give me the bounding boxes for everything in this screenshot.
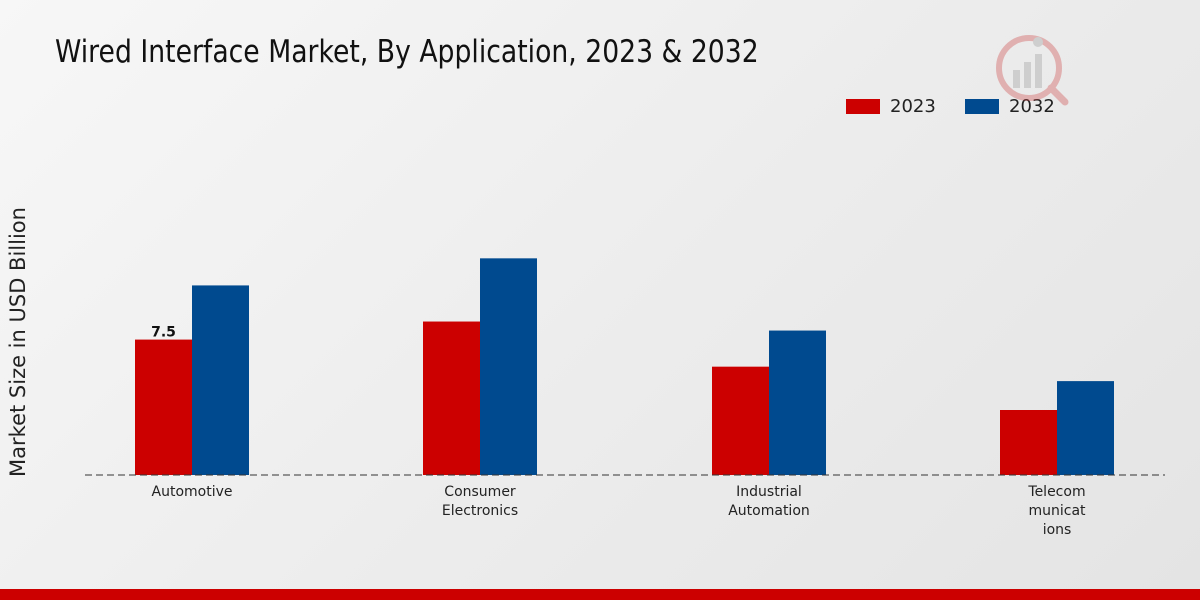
bar-2032-0 — [192, 285, 249, 475]
x-tick-label-2: Industrial Automation — [728, 484, 810, 519]
x-tick-label-0: Automotive — [151, 484, 233, 500]
legend-item-2023: 2023 — [846, 96, 936, 117]
bar-2023-0 — [135, 339, 192, 475]
chart-title: Wired Interface Market, By Application, … — [55, 34, 759, 70]
x-tick-label-3: Telecom municat ions — [1028, 484, 1086, 538]
watermark-logo-icon — [996, 35, 1069, 106]
bar-2032-1 — [480, 258, 537, 475]
bar-2023-3 — [1000, 410, 1057, 475]
legend-item-2032: 2032 — [965, 96, 1055, 117]
legend-label-2023: 2023 — [890, 96, 936, 117]
bottom-accent-bar — [0, 589, 1200, 600]
legend-label-2032: 2032 — [1009, 96, 1055, 117]
legend-swatch-2032 — [965, 99, 999, 114]
data-label-0: 7.5 — [151, 325, 176, 341]
legend-swatch-2023 — [846, 99, 880, 114]
bar-2023-1 — [423, 321, 480, 475]
bar-2023-2 — [712, 366, 769, 475]
bar-2032-3 — [1057, 381, 1114, 475]
bar-2032-2 — [769, 330, 826, 475]
x-tick-label-1: Consumer Electronics — [441, 484, 519, 519]
